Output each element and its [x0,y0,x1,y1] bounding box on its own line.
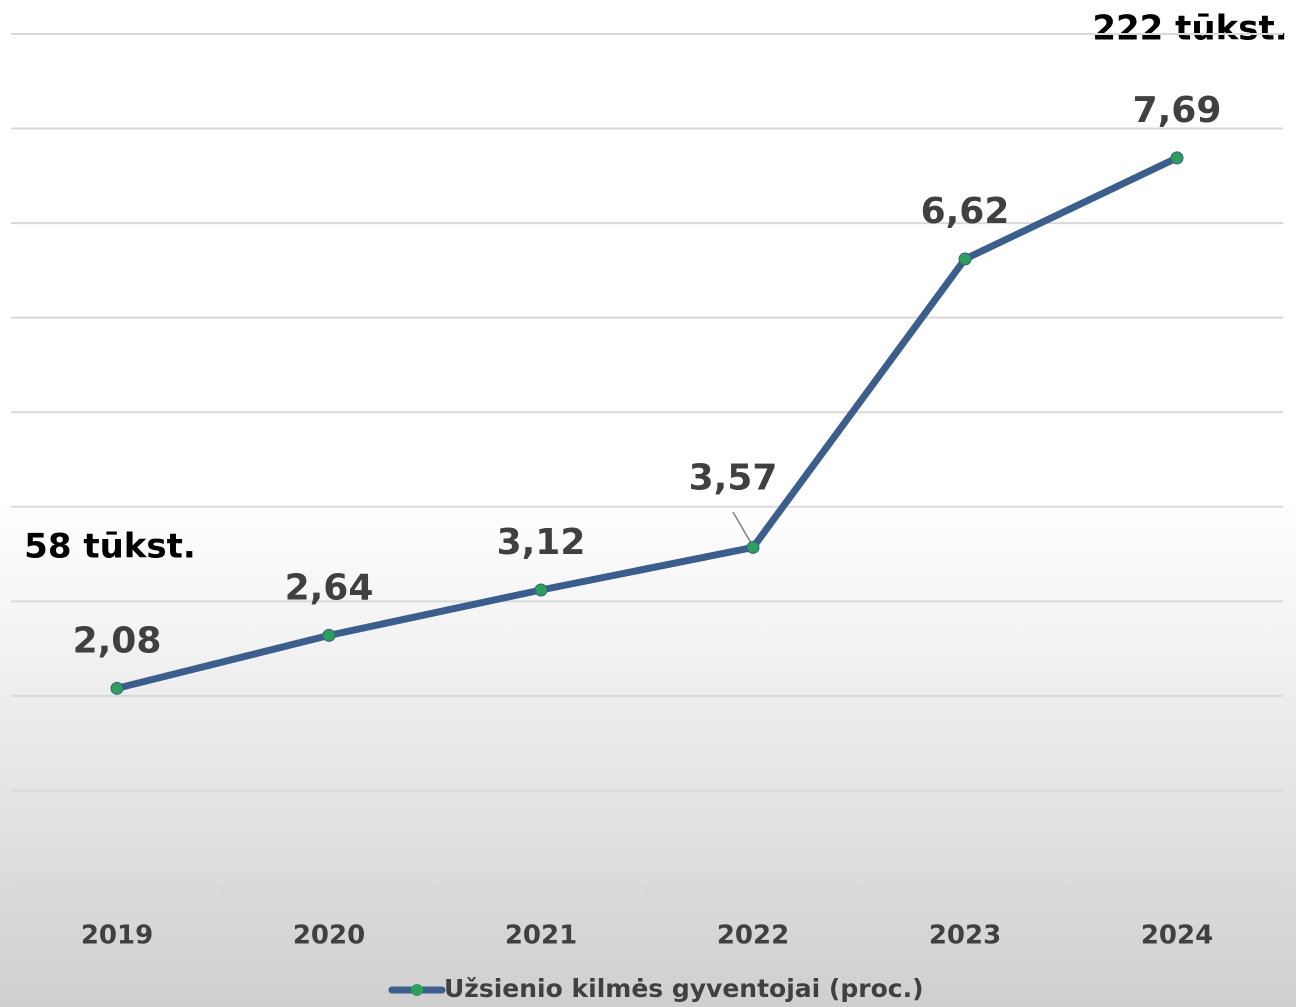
data-label: 3,12 [497,522,586,563]
data-point [959,253,971,265]
legend-label: Užsienio kilmės gyventojai (proc.) [444,974,924,1003]
x-tick-label: 2024 [1141,921,1213,951]
legend-marker [411,984,423,996]
background [0,0,1296,1007]
data-label: 6,62 [921,191,1010,232]
annotation: 58 tūkst. [24,527,196,567]
data-point [1171,152,1183,164]
data-point [111,682,123,694]
x-tick-label: 2022 [717,921,789,951]
data-point [535,584,547,596]
annotation: 222 tūkst. [1092,9,1287,49]
x-tick-label: 2023 [929,921,1001,951]
data-label: 2,08 [73,620,162,661]
chart: 222 tūkst. 58 tūkst. 2019 2020 2021 2022 202… [0,0,1296,1007]
x-tick-label: 2021 [505,921,577,951]
data-point [747,541,759,553]
data-point [323,629,335,641]
data-label: 7,69 [1133,90,1222,131]
x-tick-label: 2020 [293,921,365,951]
data-label: 2,64 [285,567,374,608]
data-label: 3,57 [689,457,778,498]
x-tick-label: 2019 [81,921,153,951]
